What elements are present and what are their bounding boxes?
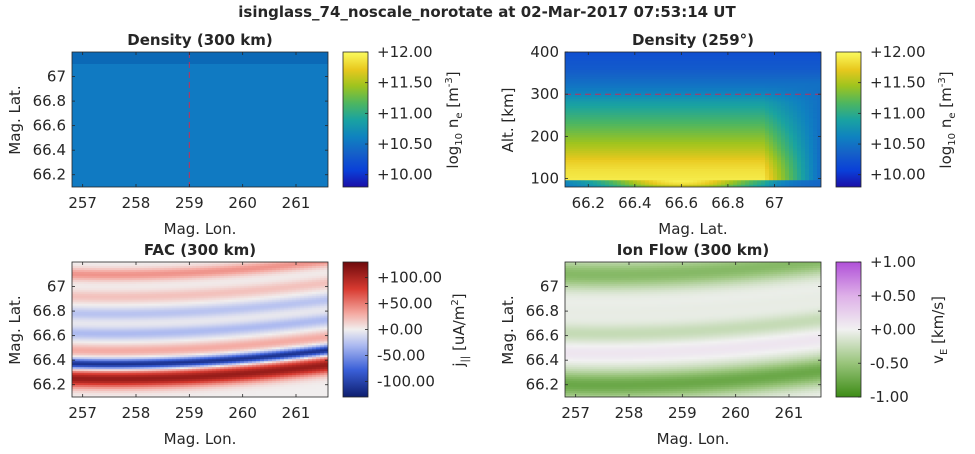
density-field-edge [72, 52, 328, 64]
y-tick-label: 200 [530, 127, 559, 145]
colorbar-tick-label: +11.50 [870, 74, 926, 92]
y-tick-label: 66.2 [33, 166, 66, 184]
y-axis-label: Mag. Lat. [6, 85, 24, 154]
panel-title: Density (300 km) [127, 31, 272, 49]
x-axis-label: Mag. Lon. [164, 220, 237, 238]
colorbar-tick-label: +11.00 [377, 104, 433, 122]
y-tick-label: 100 [530, 170, 559, 188]
density-altitude-field [565, 52, 822, 188]
panel-density-300km: Density (300 km) 257 258 259 260 261 66.2 66.4… [6, 31, 465, 238]
x-axis-label: Mag. Lat. [658, 220, 727, 238]
colorbar-label: log10 ne [m-3] [937, 71, 958, 168]
density-field [72, 52, 328, 187]
y-tick-label: 400 [530, 43, 559, 61]
x-tick-label: 66.4 [618, 194, 651, 212]
x-tick-label: 260 [228, 194, 257, 212]
y-tick-label: 66.6 [33, 117, 66, 135]
colorbar-tick-label: +11.00 [870, 104, 926, 122]
y-tick-label: 66.4 [33, 141, 66, 159]
colorbar-scale [343, 52, 368, 187]
x-tick-label: 261 [282, 194, 311, 212]
colorbar-tick-label: +12.00 [377, 43, 433, 61]
colorbar: +10.00 +10.50 +11.00 +11.50 +12.00 [836, 43, 926, 187]
colorbar-label: log10 ne [m-3] [444, 71, 465, 168]
colorbar-tick-label: +10.50 [870, 135, 926, 153]
x-tick-label: 66.6 [665, 194, 698, 212]
colorbar-tick-label: +10.00 [870, 166, 926, 184]
y-axis-label: Alt. [km] [499, 88, 517, 153]
colorbar-tick-label: +12.00 [870, 43, 926, 61]
x-tick-label: 259 [175, 194, 204, 212]
colorbar-tick-label: +11.50 [377, 74, 433, 92]
y-tick-label: 67 [47, 68, 66, 86]
figure-title: isinglass_74_noscale_norotate at 02-Mar-… [238, 3, 736, 21]
x-tick-label: 258 [122, 194, 151, 212]
y-tick-label: 66.8 [33, 92, 66, 110]
colorbar-tick-label: +10.00 [377, 166, 433, 184]
x-tick-label: 67 [765, 194, 784, 212]
panel-title: FAC (300 km) [144, 241, 256, 259]
panel-density-259deg: Density (259°) 66.2 66.4 66.6 66.8 67 100 200 3… [499, 31, 958, 238]
colorbar-tick-label: +10.50 [377, 135, 433, 153]
x-tick-label: 66.8 [711, 194, 744, 212]
fac-field [72, 262, 329, 398]
colorbar-scale [836, 52, 861, 187]
y-tick-label: 300 [530, 85, 559, 103]
colorbar: +10.00 +10.50 +11.00 +11.50 +12.00 [343, 43, 433, 187]
x-tick-label: 257 [68, 194, 97, 212]
panel-title: Density (259°) [632, 31, 754, 49]
x-tick-label: 66.2 [572, 194, 605, 212]
